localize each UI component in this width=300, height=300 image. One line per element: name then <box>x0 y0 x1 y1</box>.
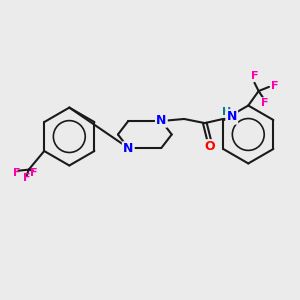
Text: O: O <box>205 140 215 153</box>
Text: H: H <box>222 107 231 117</box>
Text: F: F <box>272 81 279 91</box>
Text: F: F <box>23 173 30 183</box>
Text: F: F <box>261 98 268 108</box>
Text: N: N <box>123 142 134 155</box>
Text: N: N <box>156 113 167 127</box>
Text: F: F <box>30 168 38 178</box>
Text: F: F <box>13 168 20 178</box>
Text: F: F <box>251 70 258 80</box>
Text: N: N <box>226 110 237 123</box>
